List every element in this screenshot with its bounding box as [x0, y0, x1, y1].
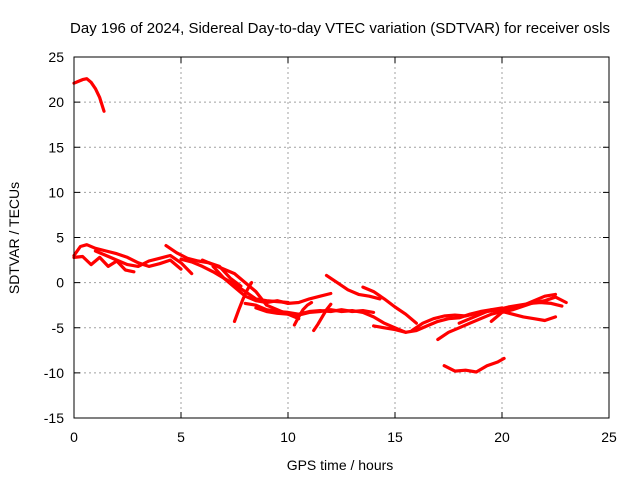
tick-labels: 0 5 10 15 20 25 -15 -10 -5 0 5 10 15 20 25 — [44, 49, 617, 445]
x-tick-label: 20 — [494, 429, 510, 445]
data-series — [72, 77, 568, 374]
x-tick-label: 10 — [280, 429, 296, 445]
y-tick-label: 20 — [48, 94, 64, 110]
y-tick-label: 10 — [48, 184, 64, 200]
series-arc-t — [489, 295, 568, 323]
series-arc-o — [361, 285, 418, 325]
chart-title: Day 196 of 2024, Sidereal Day-to-day VTE… — [70, 20, 610, 37]
y-tick-label: -15 — [44, 410, 64, 426]
series-arc-k — [254, 306, 408, 334]
series-arc-r — [436, 292, 558, 342]
series-arc-i — [232, 281, 254, 323]
x-axis-label: GPS time / hours — [287, 457, 394, 473]
series-arc-u — [442, 356, 506, 374]
series-arc-h — [211, 264, 333, 305]
series-arc-c — [72, 254, 136, 274]
axis-ticks — [73, 56, 610, 419]
series-arc-d — [93, 249, 194, 276]
series-arc-a — [72, 77, 106, 113]
series-arc-n — [324, 273, 382, 301]
series-arc-l — [292, 300, 314, 327]
x-tick-label: 5 — [177, 429, 185, 445]
x-tick-label: 0 — [70, 429, 78, 445]
y-tick-label: 15 — [48, 139, 64, 155]
x-tick-label: 25 — [601, 429, 617, 445]
y-tick-label: -10 — [44, 365, 64, 381]
y-tick-label: -5 — [52, 320, 65, 336]
y-axis-label: SDTVAR / TECUs — [6, 182, 22, 294]
y-tick-label: 25 — [48, 49, 64, 65]
series-arc-m — [312, 302, 333, 333]
y-tick-label: 5 — [56, 230, 64, 246]
series-arc-s — [457, 308, 558, 325]
series-arc-b — [72, 243, 183, 271]
grid-lines — [74, 57, 609, 418]
x-tick-label: 15 — [387, 429, 403, 445]
y-tick-label: 0 — [56, 275, 64, 291]
